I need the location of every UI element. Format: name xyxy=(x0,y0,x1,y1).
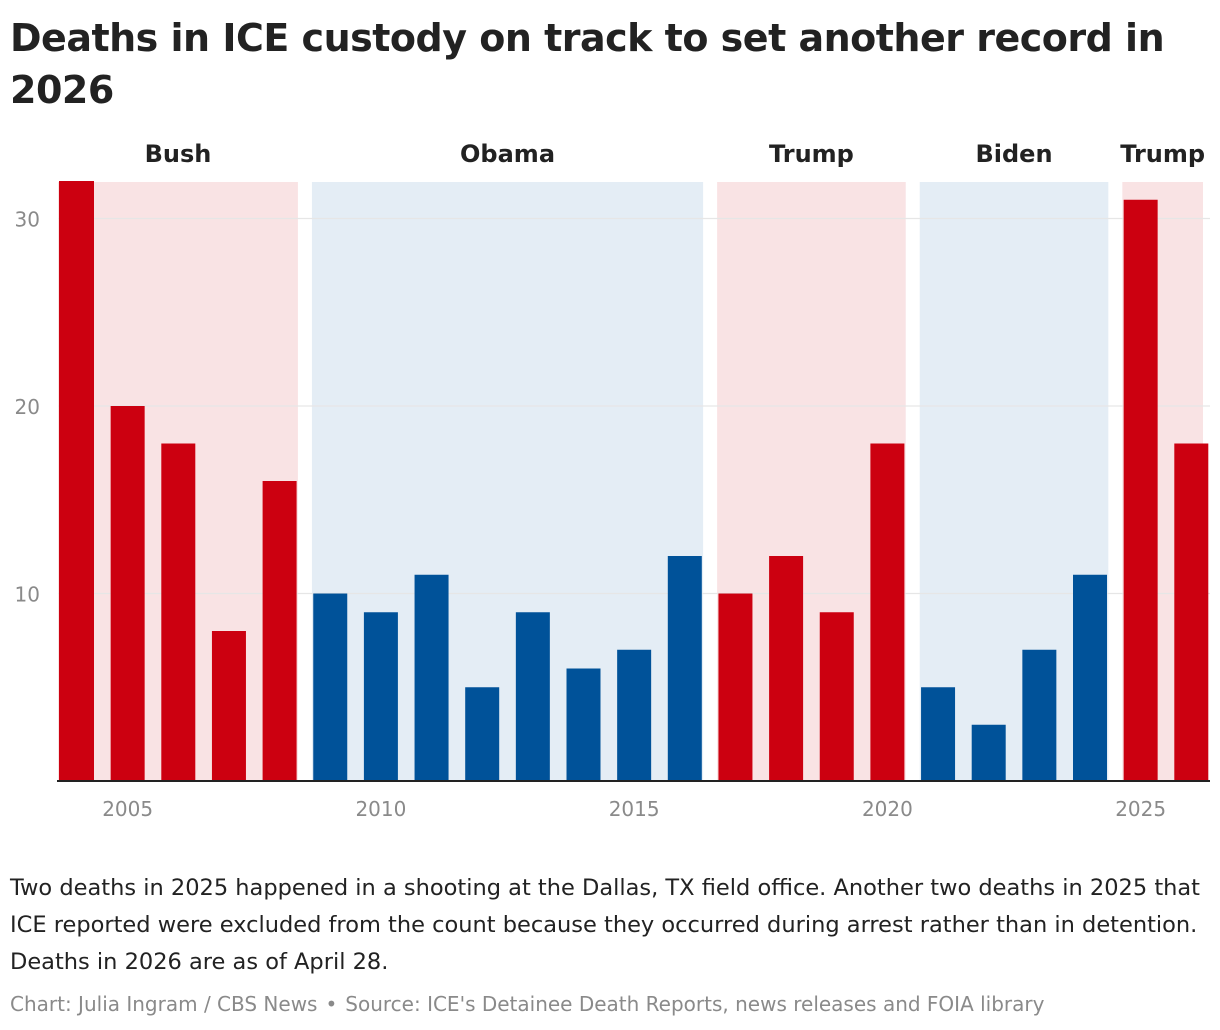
x-tick-label: 2015 xyxy=(609,797,660,821)
bar-2020 xyxy=(870,443,905,781)
bar-2005 xyxy=(110,406,145,781)
bar-2012 xyxy=(465,687,500,781)
y-tick-label: 20 xyxy=(15,395,40,419)
x-tick-label: 2025 xyxy=(1115,797,1166,821)
x-tick-label: 2020 xyxy=(862,797,913,821)
bar-2009 xyxy=(313,593,348,781)
bar-2004 xyxy=(59,181,94,781)
bar-2006 xyxy=(161,443,196,781)
administration-label: Trump xyxy=(1120,140,1205,168)
gridlines xyxy=(58,217,1210,595)
administration-label: Biden xyxy=(975,140,1052,168)
bar-2008 xyxy=(262,481,297,781)
bar-2016 xyxy=(667,556,702,781)
bar-2013 xyxy=(515,612,550,781)
bar-2021 xyxy=(921,687,956,781)
bar-2022 xyxy=(971,724,1006,781)
bar-2023 xyxy=(1022,649,1057,781)
bar-2024 xyxy=(1073,574,1107,781)
bar-2014 xyxy=(566,668,601,781)
x-tick-label: 2005 xyxy=(102,797,153,821)
bar-2025 xyxy=(1123,199,1158,781)
bar-2019 xyxy=(819,612,854,781)
bar-2011 xyxy=(414,574,449,781)
x-axis-ticks: 2005 2010 2015 2020 2025 xyxy=(102,797,1166,821)
administration-label: Bush xyxy=(145,140,212,168)
administration-label: Trump xyxy=(769,140,854,168)
bar-2018 xyxy=(769,556,804,781)
bar-2007 xyxy=(211,631,246,781)
x-tick-label: 2010 xyxy=(355,797,406,821)
administration-labels: Bush Obama Trump Biden Trump xyxy=(145,140,1205,168)
chart-credit: Chart: Julia Ingram / CBS News • Source: I… xyxy=(10,988,1044,1020)
bar-2010 xyxy=(363,612,398,781)
bar-2017 xyxy=(718,593,753,781)
bars xyxy=(59,181,1209,781)
chart-title: Deaths in ICE custody on track to set an… xyxy=(10,16,1165,112)
credit-separator: • xyxy=(325,992,338,1016)
bar-2026 xyxy=(1174,443,1209,781)
y-axis-ticks: 10 20 30 xyxy=(15,208,40,607)
y-tick-label: 30 xyxy=(15,208,40,232)
bar-chart: Bush Obama Trump Biden Trump 10 20 30 2005 2010… xyxy=(15,140,1210,821)
chart-note: Two deaths in 2025 happened in a shootin… xyxy=(10,875,1201,975)
credit-author: Chart: Julia Ingram / CBS News xyxy=(10,992,318,1016)
y-tick-label: 10 xyxy=(15,583,40,607)
administration-label: Obama xyxy=(460,140,555,168)
bar-2015 xyxy=(617,649,652,781)
credit-source: Source: ICE's Detainee Death Reports, ne… xyxy=(345,992,1045,1016)
